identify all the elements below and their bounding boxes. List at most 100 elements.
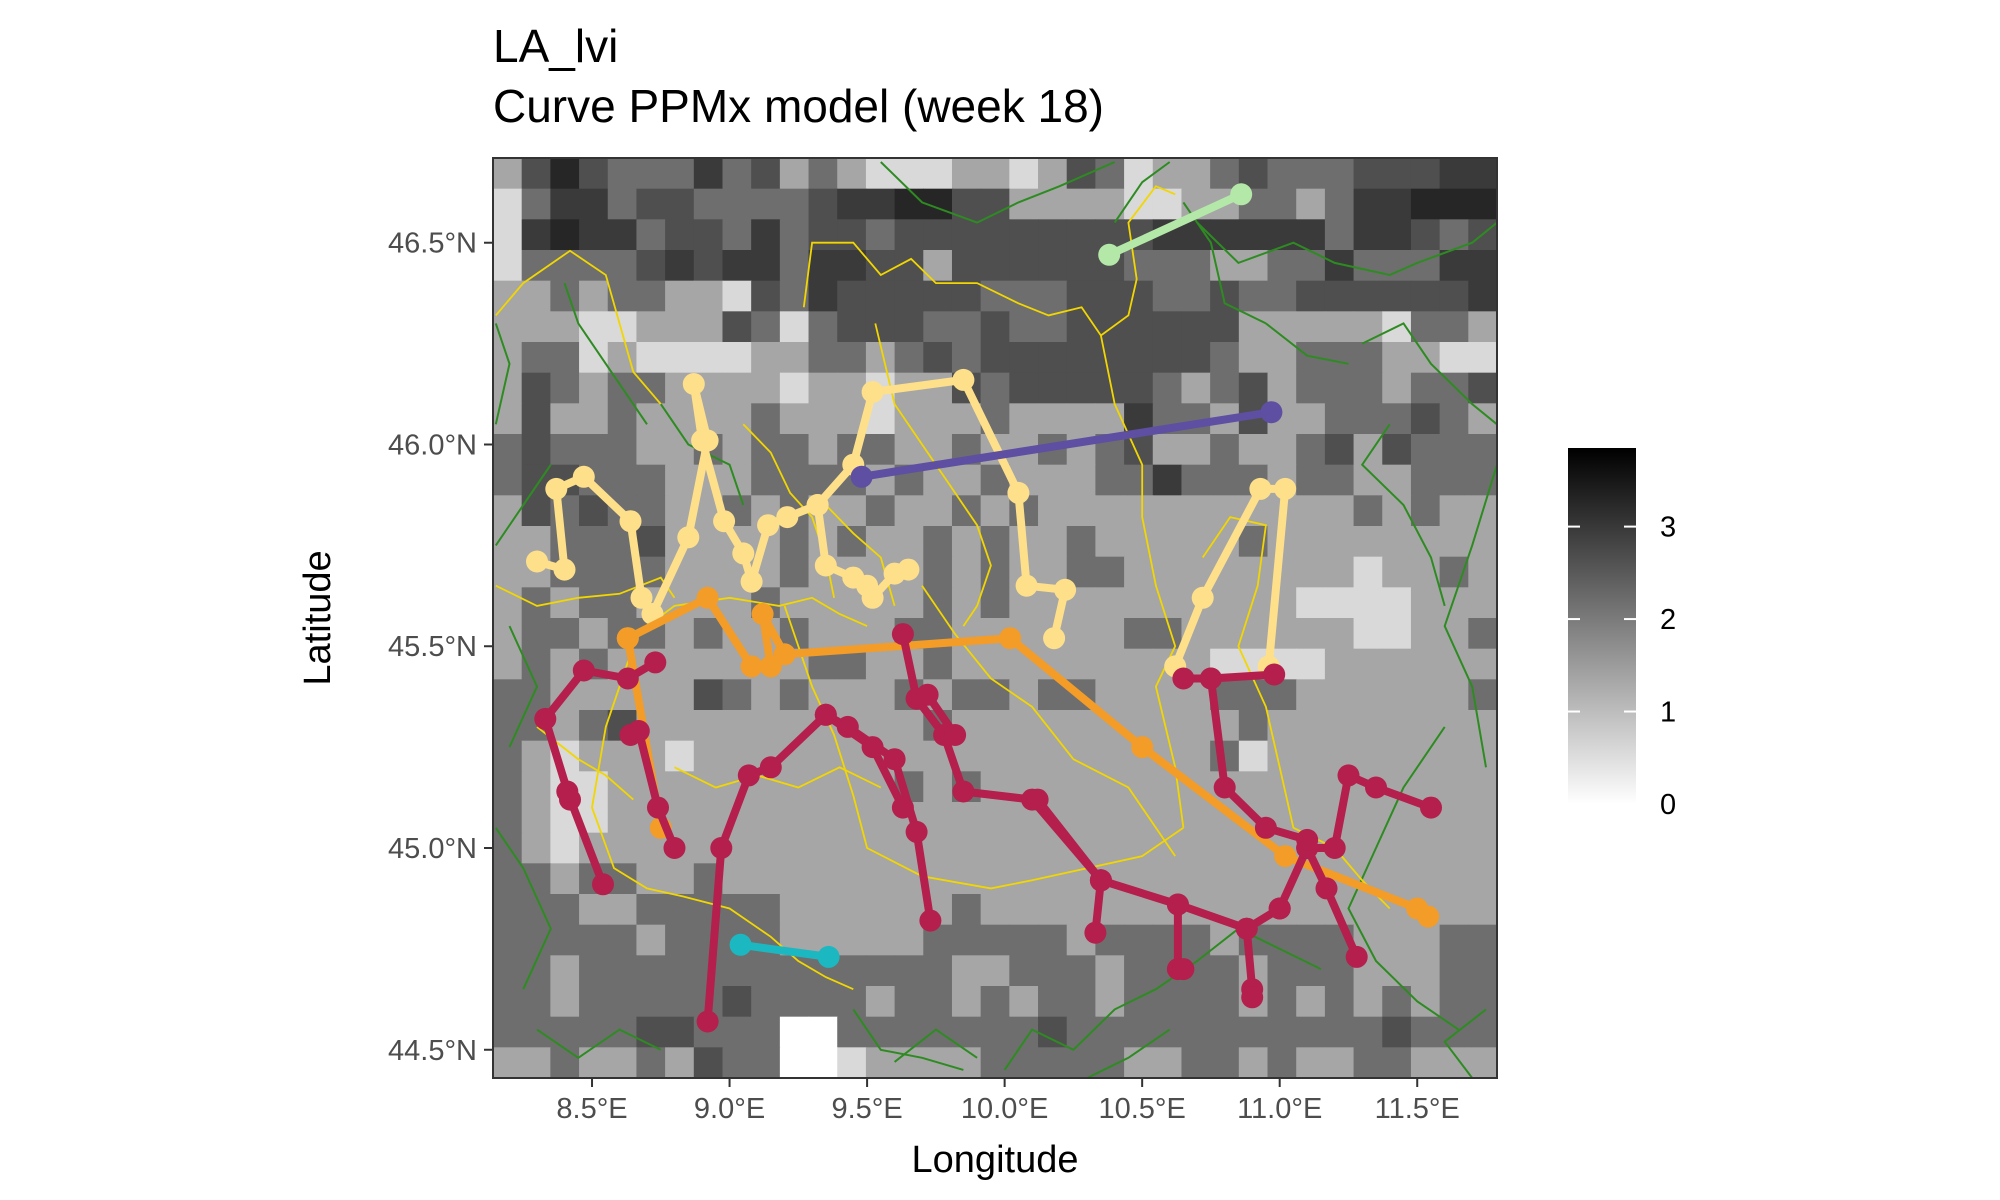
raster-cell <box>865 955 896 987</box>
raster-cell <box>1181 464 1211 496</box>
raster-cell <box>521 158 551 190</box>
raster-cell <box>865 710 896 742</box>
trajectory-point <box>1249 477 1272 500</box>
raster-cell <box>1382 832 1412 864</box>
raster-cell <box>1410 710 1441 742</box>
raster-cell <box>1009 311 1039 343</box>
raster-cell <box>521 403 551 435</box>
raster-cell <box>1066 250 1096 282</box>
raster-cell <box>1181 863 1211 895</box>
raster-cell <box>808 1047 838 1078</box>
raster-cell <box>1210 311 1240 343</box>
raster-cell <box>550 311 580 343</box>
raster-cell <box>493 924 523 956</box>
raster-cell <box>493 188 523 220</box>
raster-cell <box>1296 1047 1326 1078</box>
raster-cell <box>1066 158 1096 190</box>
raster-cell <box>1382 434 1412 466</box>
raster-cell <box>1181 1047 1211 1078</box>
raster-cell <box>493 587 523 619</box>
raster-cell <box>894 403 924 435</box>
raster-cell <box>1439 802 1469 834</box>
raster-cell <box>1124 924 1154 956</box>
regional-boundary <box>874 323 992 627</box>
raster-cell <box>1210 342 1240 374</box>
raster-cell <box>1382 219 1412 251</box>
raster-cell <box>1181 342 1211 374</box>
raster-cell <box>951 464 982 496</box>
raster-cell <box>751 434 781 466</box>
raster-cell <box>1210 587 1240 619</box>
raster-cell <box>1181 434 1211 466</box>
raster-cell <box>636 311 666 343</box>
raster-cell <box>722 863 752 895</box>
trajectory-point <box>1260 401 1283 424</box>
raster-cell <box>493 648 523 680</box>
raster-cell <box>1439 434 1469 466</box>
raster-cell <box>722 188 752 220</box>
raster-cell <box>1009 342 1039 374</box>
trajectory-point <box>1172 958 1195 981</box>
raster-cell <box>1152 372 1183 404</box>
raster-cell <box>636 924 666 956</box>
raster-cell <box>865 188 896 220</box>
raster-cell <box>1324 188 1355 220</box>
regional-boundary <box>495 576 676 607</box>
raster-cell <box>894 495 924 527</box>
raster-cell <box>521 618 551 650</box>
trajectory-point <box>1191 586 1214 609</box>
raster-cell <box>1324 710 1355 742</box>
raster-cell <box>722 372 752 404</box>
trajectory-point <box>572 465 595 488</box>
raster-cell <box>923 158 953 190</box>
raster-cell <box>636 188 666 220</box>
raster-cell <box>894 894 924 926</box>
trajectory-point <box>891 623 914 646</box>
raster-cell <box>1382 1016 1412 1048</box>
raster-cell <box>1439 1047 1469 1078</box>
trajectory-point <box>952 780 975 803</box>
raster-cell <box>1324 556 1355 588</box>
raster-cell <box>1382 372 1412 404</box>
raster-cell <box>837 679 867 711</box>
raster-cell <box>521 250 551 282</box>
national-boundary <box>1361 322 1497 426</box>
raster-cell <box>722 219 752 251</box>
raster-cell <box>1410 924 1441 956</box>
raster-cell <box>1468 802 1497 834</box>
raster-cell <box>665 188 695 220</box>
trajectory-point <box>897 558 920 581</box>
raster-cell <box>693 1047 724 1078</box>
raster-cell <box>779 556 810 588</box>
raster-cell <box>1410 986 1441 1018</box>
raster-cell <box>1124 188 1154 220</box>
raster-cell <box>1238 710 1269 742</box>
raster-cell <box>1353 740 1383 772</box>
trajectory-point <box>1268 897 1291 920</box>
raster-cell <box>865 863 896 895</box>
raster-cell <box>751 802 781 834</box>
raster-cell <box>1296 802 1326 834</box>
raster-cell <box>1439 955 1469 987</box>
raster-cell <box>980 526 1010 558</box>
raster-cell <box>1267 250 1297 282</box>
raster-cell <box>521 771 551 803</box>
raster-cell <box>1009 250 1039 282</box>
raster-cell <box>1152 986 1183 1018</box>
raster-cell <box>1238 771 1269 803</box>
trajectory-point <box>616 667 639 690</box>
raster-cell <box>665 955 695 987</box>
raster-cell <box>550 342 580 374</box>
raster-cell <box>693 710 724 742</box>
raster-cell <box>1353 556 1383 588</box>
raster-cell <box>808 403 838 435</box>
raster-cell <box>1410 1016 1441 1048</box>
raster-cell <box>923 311 953 343</box>
raster-cell <box>1095 986 1125 1018</box>
raster-cell <box>1152 526 1183 558</box>
trajectory-point <box>751 603 774 625</box>
raster-cell <box>779 403 810 435</box>
raster-cell <box>865 986 896 1018</box>
raster-cell <box>693 250 724 282</box>
raster-cell <box>1324 403 1355 435</box>
